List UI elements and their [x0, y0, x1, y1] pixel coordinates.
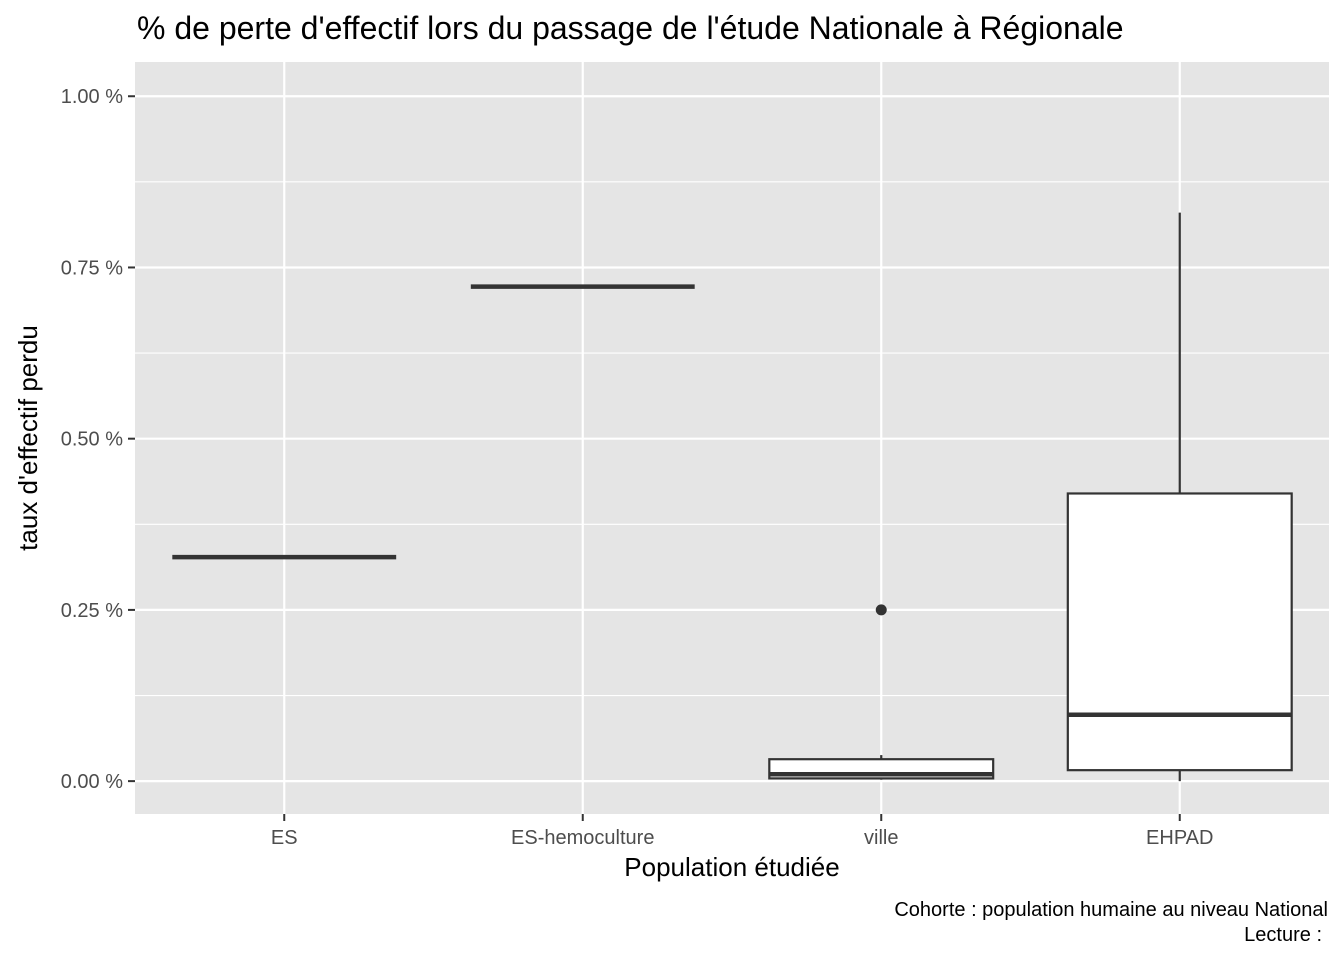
grid-lines — [135, 62, 1329, 814]
chart-title: % de perte d'effectif lors du passage de… — [137, 10, 1124, 46]
x-axis: ES ES-hemoculture ville EHPAD — [271, 814, 1213, 849]
box-ville — [768, 604, 995, 780]
x-tick-label: EHPAD — [1146, 827, 1213, 849]
y-tick-label: 0.00 % — [61, 771, 123, 793]
box-marks — [172, 212, 1293, 782]
box-ehpad — [1066, 212, 1293, 782]
x-tick-label: ville — [864, 827, 898, 849]
x-tick-label: ES — [271, 827, 298, 849]
y-tick-label: 1.00 % — [61, 86, 123, 108]
x-axis-title: Population étudiée — [624, 852, 839, 882]
y-tick-label: 0.50 % — [61, 429, 123, 451]
y-axis: 0.00 % 0.25 % 0.50 % 0.75 % 1.00 % — [61, 86, 135, 793]
outlier-point — [875, 604, 887, 616]
caption-line-2: Lecture : — [1244, 924, 1322, 946]
y-axis-title: taux d'effectif perdu — [13, 325, 43, 551]
y-tick-label: 0.25 % — [61, 600, 123, 622]
caption-line-1: Cohorte : population humaine au niveau N… — [894, 899, 1328, 921]
x-tick-label: ES-hemoculture — [511, 827, 654, 849]
y-tick-label: 0.75 % — [61, 257, 123, 279]
box-iqr — [1066, 492, 1293, 772]
